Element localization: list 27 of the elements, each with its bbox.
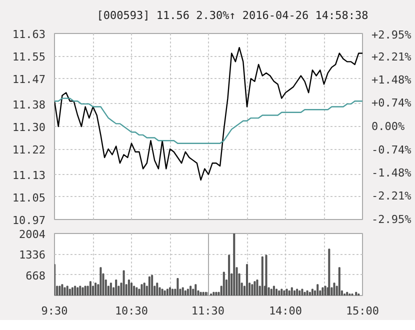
y-tick-label: 10.97	[12, 214, 46, 227]
y-tick-label: 2004	[19, 228, 46, 241]
y2-tick-label: -1.48%	[372, 166, 412, 180]
x-tick-label: 14:00	[268, 304, 302, 318]
y-tick-label: 11.38	[12, 98, 46, 112]
y-tick-label: 1336	[19, 248, 46, 262]
x-tick-label: 9:30	[41, 304, 68, 318]
y2-tick-label: +0.74%	[372, 96, 412, 110]
y2-tick-label: -2.95%	[372, 213, 412, 226]
y-tick-label: 11.63	[12, 28, 46, 41]
y2-tick-label: +2.95%	[372, 28, 412, 42]
y-tick-label: 11.13	[12, 168, 46, 182]
y-tick-label: 11.55	[12, 50, 46, 64]
y2-tick-label: -0.74%	[372, 143, 412, 156]
x-tick-label: 11:30	[191, 304, 225, 318]
y-tick-label: 668	[26, 269, 46, 282]
y2-tick-label: +2.21%	[372, 50, 412, 64]
y2-tick-label: 0.00%	[372, 120, 405, 133]
y2-tick-label: -2.21%	[372, 190, 412, 203]
y-tick-label: 11.30	[12, 121, 46, 134]
y-tick-label: 11.47	[12, 73, 46, 86]
y-tick-label: 11.22	[12, 144, 46, 157]
y2-tick-label: +1.48%	[372, 73, 412, 86]
x-tick-label: 15:00	[346, 304, 380, 318]
y-tick-label: 11.05	[12, 191, 46, 204]
chart-title: [000593] 11.56 2.30%↑ 2016-04-26 14:58:38	[96, 8, 368, 24]
x-tick-label: 10:30	[114, 304, 148, 318]
